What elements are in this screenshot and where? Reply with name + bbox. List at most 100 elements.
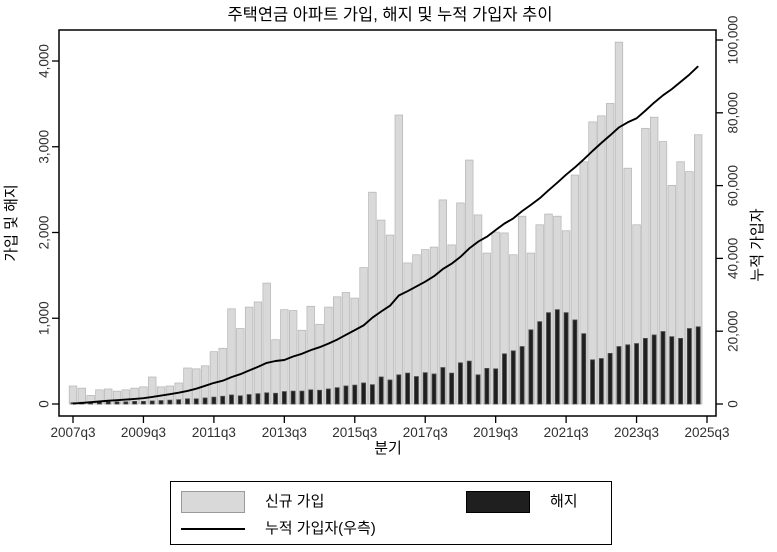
plot-svg: 주택연금 아파트 가입, 해지 및 누적 가입자 추이 0 1,000 2,000 3…: [3, 5, 766, 457]
bar-cancel-2012q3: [246, 394, 252, 405]
left-axis-ticks: 0 1,000 2,000 3,000 4,000: [37, 44, 59, 408]
right-tick-label: 0: [726, 400, 741, 408]
right-tick-label: 100,000: [726, 16, 741, 65]
x-tick-label: 2009q3: [121, 425, 166, 440]
bar-new-2014q2: [306, 305, 315, 405]
bar-new-2012q3: [244, 306, 254, 405]
right-axis-title: 누적 가입자: [749, 208, 766, 281]
bar-new-2009q4: [148, 376, 157, 405]
legend-swatch-new-bar: [181, 491, 245, 513]
bar-cancel-2024q3: [669, 336, 675, 405]
legend-label-cancel: 해지: [550, 493, 578, 510]
bar-cancel-2021q1: [546, 312, 551, 405]
bar-cancel-2017q4: [431, 373, 437, 405]
cumulative-line: [72, 65, 699, 405]
x-axis-title: 분기: [374, 440, 402, 457]
legend: 신규 가입 해지 누적 가입자(우측): [170, 481, 612, 545]
legend-label-line: 누적 가입자(우측): [265, 520, 376, 537]
bar-cancel-2023q2: [625, 344, 631, 405]
bar-cancel-2012q1: [229, 394, 234, 405]
bar-cancel-2008q3: [105, 401, 111, 405]
x-tick-label: 2025q3: [684, 425, 729, 440]
bar-new-2012q4: [253, 301, 263, 405]
bar-cancel-2011q2: [202, 397, 208, 405]
bar-cancel-2024q1: [651, 334, 657, 405]
legend-label-new: 신규 가입: [265, 493, 325, 510]
bar-cancel-2009q2: [132, 401, 138, 405]
bar-cancel-2012q2: [237, 395, 243, 405]
legend-swatch-cancel-bar: [466, 491, 530, 513]
bar-cancel-2018q1: [440, 367, 446, 405]
bar-cancel-2021q2: [554, 309, 560, 405]
bar-cancel-2010q1: [158, 400, 164, 405]
x-tick-label: 2011q3: [192, 425, 236, 440]
bar-cancel-2014q1: [299, 390, 305, 405]
left-tick-label: 0: [37, 400, 52, 408]
x-axis-ticks: 2007q3 2009q3 2011q3 2013q3 2015q3 2017q3 2019…: [50, 416, 730, 440]
cancellation-bars: [70, 309, 701, 405]
left-tick-label: 4,000: [37, 44, 52, 78]
bar-cancel-2014q3: [317, 389, 322, 405]
bar-new-2012q2: [236, 328, 245, 405]
bar-cancel-2024q4: [678, 337, 683, 405]
x-tick-label: 2023q3: [614, 425, 659, 440]
bar-cancel-2011q1: [193, 398, 199, 405]
bar-cancel-2016q4: [396, 374, 402, 405]
x-tick-label: 2021q3: [544, 425, 589, 440]
bar-cancel-2018q3: [458, 362, 463, 405]
bar-new-2012q1: [227, 308, 236, 405]
bar-cancel-2019q1: [475, 374, 481, 405]
bar-new-2013q1: [262, 282, 271, 405]
x-tick-label: 2015q3: [332, 425, 377, 440]
bar-cancel-2014q2: [308, 389, 314, 405]
bar-cancel-2016q3: [387, 379, 393, 405]
bar-cancel-2015q1: [334, 387, 340, 405]
left-tick-label: 1,000: [37, 301, 52, 335]
cumulative-line-path: [72, 65, 699, 405]
bar-cancel-2015q2: [343, 385, 349, 405]
left-axis-title: 가입 및 해지: [3, 184, 20, 261]
bar-cancel-2016q2: [378, 376, 384, 405]
bar-new-2007q4: [77, 387, 86, 405]
bar-new-2011q3: [209, 351, 219, 405]
right-tick-label: 60,000: [726, 165, 741, 206]
bar-cancel-2018q2: [449, 372, 455, 405]
bar-cancel-2020q2: [519, 346, 525, 405]
bar-cancel-2025q1: [686, 328, 692, 405]
bar-cancel-2015q3: [352, 384, 358, 405]
bar-cancel-2021q3: [563, 312, 569, 405]
bar-cancel-2009q4: [149, 400, 155, 405]
bar-cancel-2009q3: [141, 401, 146, 405]
bar-cancel-2012q4: [255, 393, 261, 405]
bar-cancel-2010q4: [185, 398, 190, 405]
bar-cancel-2021q4: [572, 319, 578, 405]
right-tick-label: 80,000: [726, 92, 741, 133]
bar-cancel-2010q3: [176, 399, 182, 405]
bar-cancel-2009q1: [123, 401, 129, 405]
bar-cancel-2020q1: [510, 350, 516, 405]
bar-new-2013q3: [280, 309, 289, 405]
bar-cancel-2015q4: [361, 382, 366, 405]
chart-title: 주택연금 아파트 가입, 해지 및 누적 가입자 추이: [227, 5, 552, 24]
bar-cancel-2019q3: [493, 368, 499, 405]
bar-cancel-2014q4: [325, 388, 331, 405]
bar-cancel-2023q1: [616, 346, 622, 405]
new-subscription-bars: [68, 41, 703, 405]
plot-border: [58, 29, 717, 417]
x-tick-label: 2017q3: [403, 425, 448, 440]
bar-new-2016q4: [394, 114, 403, 405]
bar-new-2011q4: [218, 347, 227, 405]
bar-cancel-2019q2: [484, 368, 490, 405]
bar-new-2016q1: [368, 191, 377, 405]
bar-cancel-2011q4: [220, 395, 226, 405]
bar-cancel-2013q4: [290, 390, 296, 405]
bar-cancel-2019q4: [502, 353, 507, 405]
right-tick-label: 20,000: [726, 311, 741, 352]
bar-cancel-2017q3: [422, 372, 428, 405]
bar-cancel-2025q2: [695, 326, 701, 405]
bar-cancel-2013q1: [264, 392, 270, 405]
bar-cancel-2013q3: [281, 391, 287, 405]
bar-cancel-2008q4: [114, 401, 120, 405]
bar-cancel-2022q4: [607, 353, 613, 405]
bar-cancel-2016q1: [369, 384, 375, 405]
